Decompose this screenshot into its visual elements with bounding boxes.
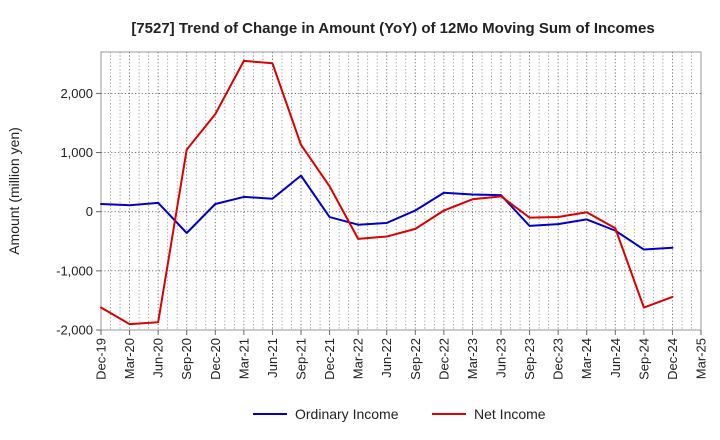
y-axis-label: Amount (million yen) (6, 127, 22, 255)
plot-area: -2,000 -1,000 0 1,000 2,000 Dec-19 Mar-20 Jun-2… (56, 51, 709, 380)
legend-label-ordinary-income: Ordinary Income (295, 406, 399, 422)
x-tick-label: Mar-20 (122, 338, 137, 379)
x-tick-label: Sep-24 (636, 338, 651, 380)
legend: Ordinary Income Net Income (253, 406, 546, 422)
y-tick-label: 2,000 (60, 86, 93, 101)
x-tick-label: Mar-24 (579, 338, 594, 379)
y-tick-label: 1,000 (60, 145, 93, 160)
x-tick-label: Dec-22 (436, 338, 451, 380)
x-tick-label: Dec-20 (208, 338, 223, 380)
x-tick-label: Jun-23 (494, 338, 509, 378)
x-tick-label: Jun-20 (151, 338, 166, 378)
legend-label-net-income: Net Income (474, 406, 546, 422)
x-tick-label: Jun-24 (608, 338, 623, 378)
series-line-ordinary-income (100, 174, 674, 251)
x-tick-label: Sep-22 (408, 338, 423, 380)
x-tick-label: Sep-20 (179, 338, 194, 380)
x-tick-label: Jun-21 (265, 338, 280, 378)
chart-title: [7527] Trend of Change in Amount (YoY) o… (131, 20, 654, 37)
x-tick-label: Mar-22 (351, 338, 366, 379)
y-tick-label: -2,000 (56, 323, 93, 338)
x-tick-label: Mar-21 (236, 338, 251, 379)
series-line-net-income (100, 59, 674, 326)
x-tick-label: Dec-19 (94, 338, 109, 380)
y-tick-label: 0 (86, 204, 93, 219)
x-tick-label: Mar-25 (694, 338, 709, 379)
x-tick-label: Dec-24 (665, 338, 680, 380)
x-tick-label: Sep-23 (522, 338, 537, 380)
x-tick-label: Dec-21 (322, 338, 337, 380)
x-tick-label: Jun-22 (379, 338, 394, 378)
x-tick-label: Mar-23 (465, 338, 480, 379)
x-tick-label: Dec-23 (551, 338, 566, 380)
y-tick-label: -1,000 (56, 263, 93, 278)
plot-frame (100, 51, 702, 331)
x-tick-label: Sep-21 (294, 338, 309, 380)
